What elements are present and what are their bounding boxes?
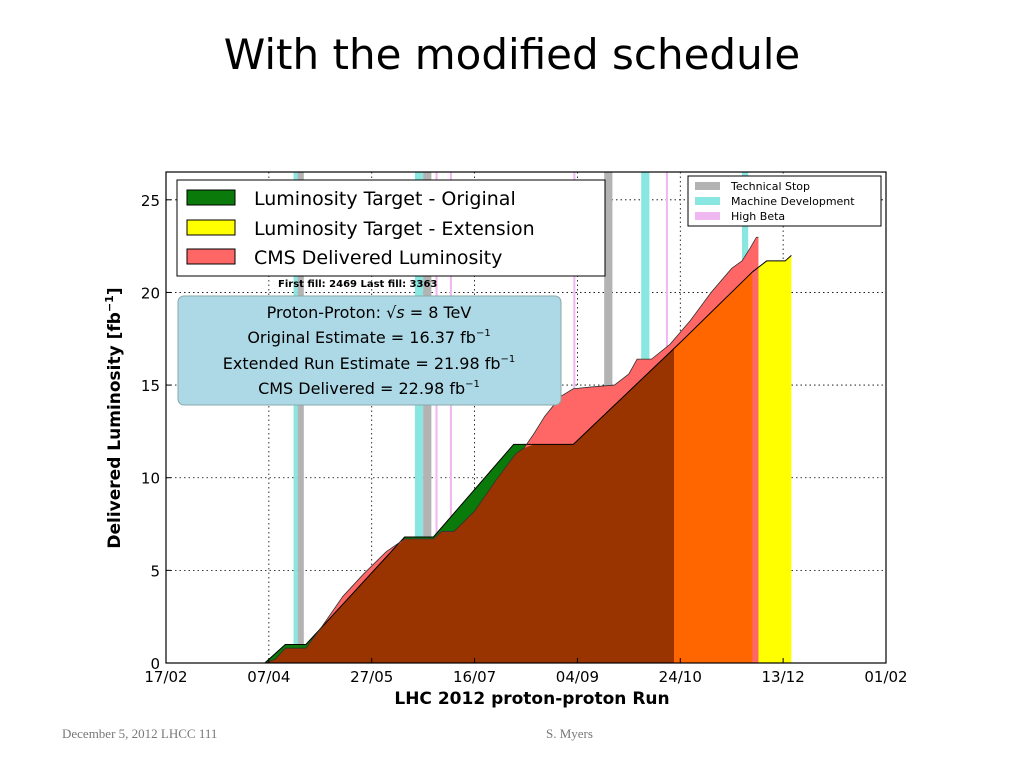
x-tick-label: 04/09 bbox=[556, 668, 599, 686]
period-band-machine-development bbox=[414, 172, 424, 663]
area-series bbox=[264, 236, 792, 663]
plot-frame bbox=[165, 171, 887, 664]
fill-annotation: First fill: 2469 Last fill: 3363 bbox=[278, 279, 437, 290]
y-tick-label: 10 bbox=[141, 470, 160, 488]
legend-swatch-delivered bbox=[186, 248, 236, 265]
info-line-energy: Proton-Proton: √s = 8 TeV bbox=[267, 303, 472, 322]
legend-swatch-technical-stop bbox=[695, 182, 720, 190]
x-tick-label: 17/02 bbox=[144, 668, 187, 686]
info-line-delivered: CMS Delivered = 22.98 fb−1 bbox=[258, 379, 480, 398]
info-line-extended: Extended Run Estimate = 21.98 fb−1 bbox=[223, 354, 516, 373]
series-line-luminosity-target-extension bbox=[751, 255, 792, 273]
legend-swatch-machine-development bbox=[695, 197, 720, 205]
period-band-technical-stop bbox=[423, 172, 432, 663]
x-tick-label: 01/02 bbox=[864, 668, 907, 686]
legend-swatch-original bbox=[186, 189, 236, 206]
y-tick-label: 15 bbox=[141, 377, 160, 395]
legend-swatch-high-beta bbox=[695, 212, 720, 220]
x-tick-label: 27/05 bbox=[350, 668, 393, 686]
period-band-machine-development bbox=[293, 172, 298, 663]
series-line-luminosity-target-original bbox=[264, 271, 753, 663]
info-line-original: Original Estimate = 16.37 fb−1 bbox=[247, 328, 490, 347]
footer-author: S. Myers bbox=[546, 726, 593, 741]
info-box: Proton-Proton: √s = 8 TeV Original Estim… bbox=[177, 295, 562, 406]
legend-swatch-extension bbox=[186, 219, 236, 236]
series-area-luminosity-target-extension bbox=[752, 255, 792, 663]
y-tick-label: 0 bbox=[150, 655, 160, 673]
period-band-high-beta bbox=[435, 172, 438, 663]
x-axis-ticks: 17/02 07/04 27/05 16/07 04/09 24/10 13/12 01/02 bbox=[144, 658, 908, 686]
y-axis-label: Delivered Luminosity [fb−1] bbox=[103, 287, 125, 548]
x-tick-label: 07/04 bbox=[247, 668, 290, 686]
period-band-technical-stop bbox=[297, 172, 304, 663]
legend-label-technical-stop: Technical Stop bbox=[730, 180, 810, 193]
period-band-high-beta bbox=[449, 172, 452, 663]
y-tick-label: 25 bbox=[141, 192, 160, 210]
x-axis-label: LHC 2012 proton-proton Run bbox=[394, 689, 669, 709]
legend-label-high-beta: High Beta bbox=[731, 210, 785, 223]
x-tick-label: 13/12 bbox=[762, 668, 805, 686]
slide-title: With the modified schedule bbox=[223, 30, 801, 79]
legend-label-extension: Luminosity Target - Extension bbox=[254, 218, 535, 240]
series-line-cms-delivered-luminosity bbox=[264, 236, 759, 663]
periods-legend: Technical Stop Machine Development High … bbox=[687, 175, 882, 227]
x-tick-label: 24/10 bbox=[659, 668, 702, 686]
x-tick-label: 16/07 bbox=[453, 668, 496, 686]
y-tick-label: 5 bbox=[150, 562, 160, 580]
main-legend: Luminosity Target - Original Luminosity … bbox=[176, 179, 606, 277]
footer-date: December 5, 2012 LHCC 111 bbox=[62, 726, 218, 741]
y-axis-ticks: 0 5 10 15 20 25 bbox=[141, 192, 171, 673]
y-tick-label: 20 bbox=[141, 284, 160, 302]
legend-label-machine-development: Machine Development bbox=[731, 195, 855, 208]
overlap-area-original bbox=[264, 348, 675, 663]
legend-label-original: Luminosity Target - Original bbox=[254, 188, 516, 210]
legend-label-delivered: CMS Delivered Luminosity bbox=[254, 247, 502, 269]
overlap-area-extended bbox=[674, 272, 753, 663]
